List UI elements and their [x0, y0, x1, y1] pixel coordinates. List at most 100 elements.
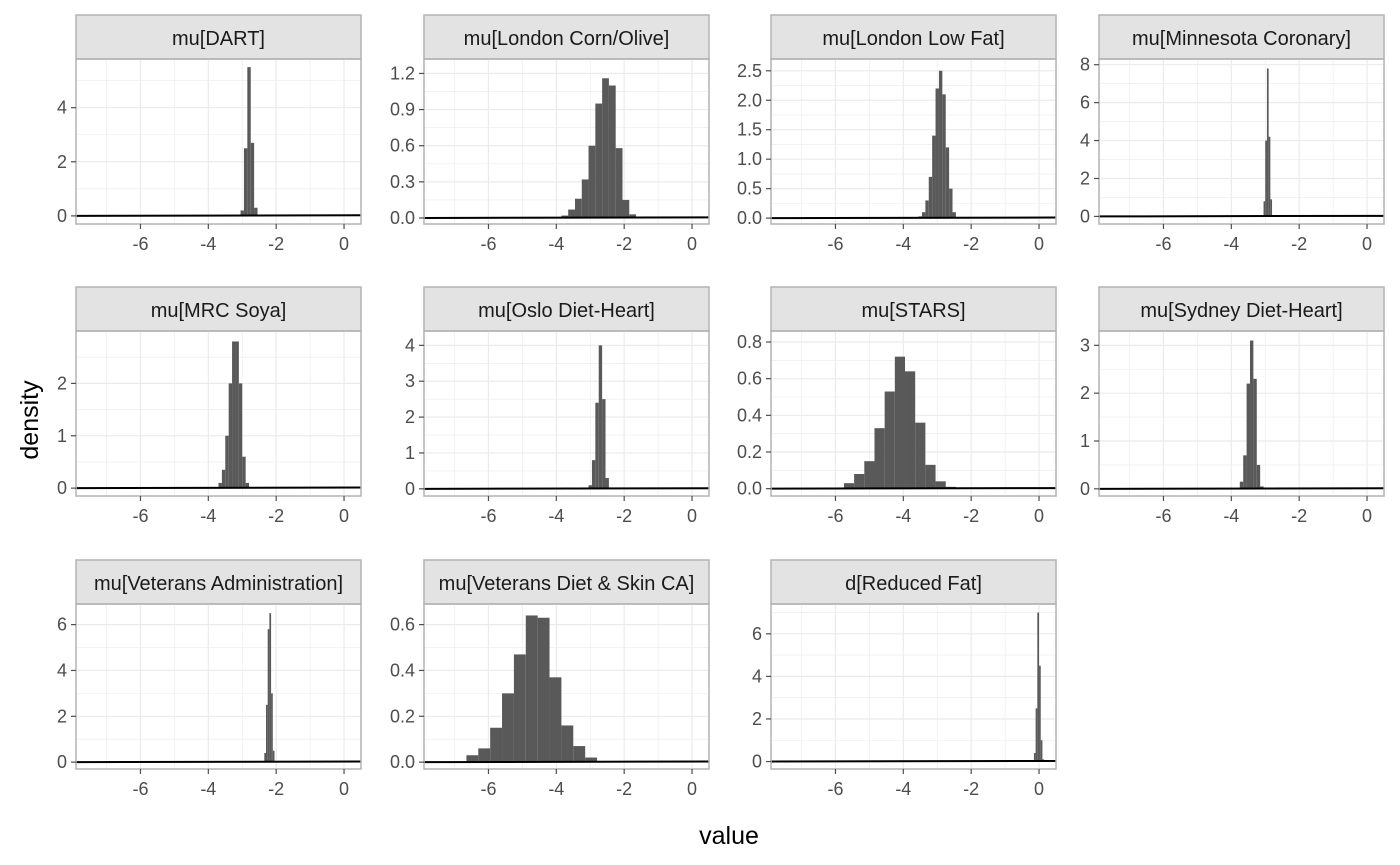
y-tick-label: 0.0: [390, 752, 415, 772]
histogram-bar: [1253, 378, 1257, 489]
x-tick-label: -4: [548, 234, 564, 254]
bars: [771, 356, 1056, 490]
grid: [76, 604, 361, 769]
panel-border: [770, 603, 1057, 770]
histogram-bar: [232, 341, 236, 489]
x-tick-label: -2: [1291, 506, 1307, 526]
facet-panels: mu[DART] 0 2 4 -6 -4 -2 0 mu[London Corn/Olive] 0…: [57, 14, 1385, 799]
x-tick-label: -6: [827, 234, 843, 254]
density-curve: [1099, 487, 1384, 490]
grid: [771, 604, 1056, 769]
x-tick-label: -2: [616, 779, 632, 799]
panel: mu[Veterans Diet & Skin CA] 0.0 0.2 0.4 0.6 -…: [390, 559, 710, 799]
histogram-bar: [466, 755, 479, 763]
y-tick-label: 2: [57, 373, 67, 393]
x-tick-label: -2: [268, 234, 284, 254]
density-curve: [76, 760, 361, 764]
y-tick-label: 0.4: [737, 405, 762, 425]
histogram-bar: [843, 483, 855, 489]
histogram-bar: [269, 613, 272, 763]
grid: [1099, 331, 1384, 496]
histogram-bar: [905, 371, 916, 489]
y-tick-label: 4: [405, 335, 415, 355]
x-tick-label: -6: [132, 506, 148, 526]
density-curve: [771, 487, 1056, 490]
y-tick-label: 0.2: [390, 706, 415, 726]
x-tick-label: -4: [200, 506, 216, 526]
grid: [424, 59, 709, 224]
histogram-bar: [221, 469, 226, 489]
histogram-bar: [1035, 708, 1038, 762]
histogram-bar: [581, 179, 589, 218]
y-tick-label: 2: [1080, 168, 1090, 188]
histogram-bar: [605, 478, 609, 489]
y-tick-label: 1.0: [737, 149, 762, 169]
histogram-bar: [225, 435, 229, 489]
strip-background: [1098, 14, 1385, 60]
panel-title: mu[DART]: [172, 28, 265, 50]
panel: mu[STARS] 0.0 0.2 0.4 0.6 0.8 -6 -4 -2 0: [737, 286, 1057, 526]
histogram-bar: [250, 142, 255, 216]
histogram-bar: [242, 456, 246, 489]
x-tick-label: 0: [687, 779, 697, 799]
histogram-bar: [602, 78, 609, 218]
panel: d[Reduced Fat] 0 2 4 6 -6 -4 -2 0: [752, 559, 1057, 799]
panel-border: [770, 58, 1057, 225]
histogram-bar: [1246, 383, 1250, 489]
x-tick-label: -6: [480, 506, 496, 526]
x-tick-label: -6: [1155, 234, 1171, 254]
histogram-bar: [568, 209, 575, 218]
histogram-bar: [266, 704, 268, 763]
histogram-bar: [894, 356, 906, 489]
density-curve: [76, 486, 361, 490]
x-tick-label: -6: [480, 779, 496, 799]
density-curve: [424, 487, 709, 490]
histogram-bar: [264, 752, 266, 763]
y-tick-label: 4: [752, 666, 762, 686]
histogram-bar: [1265, 140, 1267, 217]
bars: [76, 341, 361, 490]
histogram-bar: [595, 402, 599, 489]
panel: mu[MRC Soya] 0 1 2 -6 -4 -2 0: [57, 286, 362, 526]
x-axis-title: value: [699, 822, 759, 850]
x-tick-label: 0: [1034, 506, 1044, 526]
panel-title: mu[London Low Fat]: [822, 28, 1004, 50]
histogram-bar: [245, 482, 250, 489]
x-tick-label: 0: [1034, 779, 1044, 799]
histogram-bar: [1263, 201, 1266, 217]
y-tick-label: 4: [57, 660, 67, 680]
histogram-bar: [884, 391, 895, 489]
histogram-bar: [478, 748, 491, 763]
bars: [1099, 340, 1384, 490]
y-tick-label: 0.4: [390, 660, 415, 680]
y-tick-label: 1: [1080, 431, 1090, 451]
histogram-bar: [1243, 455, 1247, 489]
x-tick-label: -6: [1155, 506, 1171, 526]
x-tick-label: -4: [895, 779, 911, 799]
y-tick-label: 3: [405, 371, 415, 391]
x-tick-label: -4: [200, 779, 216, 799]
histogram-bar: [272, 750, 275, 763]
strip-background: [1098, 286, 1385, 332]
y-tick-label: 0.6: [737, 369, 762, 389]
panel: mu[Oslo Diet-Heart] 0 1 2 3 4 -6 -4 -2 0: [405, 286, 710, 526]
histogram-bar: [561, 725, 574, 763]
y-tick-label: 0: [752, 752, 762, 772]
histogram-bar: [952, 212, 956, 219]
histogram-bar: [490, 727, 503, 763]
strip-background: [423, 559, 710, 605]
histogram-bar: [1040, 740, 1043, 762]
panel-title: mu[Veterans Diet & Skin CA]: [439, 573, 695, 595]
grid: [1099, 59, 1384, 224]
y-tick-label: 2.0: [737, 90, 762, 110]
histogram-bar: [629, 214, 637, 218]
panel: mu[DART] 0 2 4 -6 -4 -2 0: [57, 14, 362, 254]
histogram-bar: [228, 383, 233, 489]
histogram-bar: [938, 70, 943, 219]
histogram-bar: [549, 677, 562, 763]
bars: [771, 70, 1056, 220]
y-tick-label: 1: [405, 443, 415, 463]
histogram-bar: [585, 757, 598, 763]
x-tick-label: 0: [1362, 506, 1372, 526]
y-tick-label: 0.6: [390, 136, 415, 156]
